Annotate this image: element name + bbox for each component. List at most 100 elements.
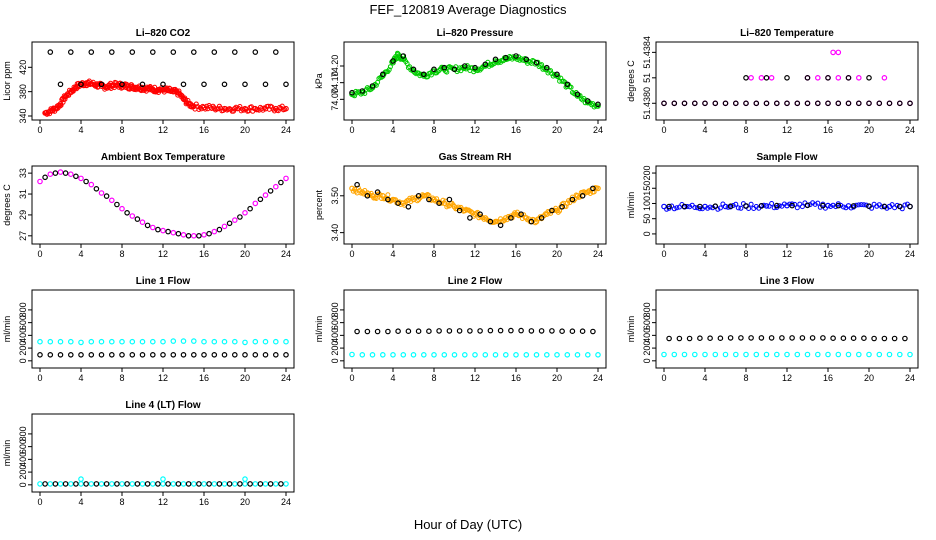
data-point bbox=[804, 351, 811, 358]
data-point bbox=[477, 328, 483, 334]
data-point bbox=[748, 201, 754, 207]
x-tick-label: 16 bbox=[823, 249, 833, 259]
y-tick-label: 0 bbox=[18, 358, 28, 363]
data-point bbox=[681, 203, 688, 210]
data-point bbox=[523, 351, 530, 358]
data-point bbox=[257, 481, 264, 487]
data-point bbox=[589, 186, 595, 192]
panel-6: Line 1 Flow ml/min 0 4 8 12 16 20 24 0 20040060080… bbox=[2, 276, 295, 383]
data-point bbox=[216, 226, 223, 233]
data-point bbox=[129, 338, 136, 345]
data-point bbox=[354, 328, 360, 335]
x-tick-label: 8 bbox=[119, 125, 124, 135]
x-tick-label: 0 bbox=[37, 373, 42, 383]
panel-4: Gas Stream RH percent 0 4 8 12 16 20 24 3.40 3.50 bbox=[314, 152, 607, 259]
data-point bbox=[590, 185, 596, 192]
y-tick-label: 400 bbox=[642, 328, 652, 343]
data-point bbox=[896, 100, 903, 107]
data-point bbox=[252, 351, 259, 358]
data-point bbox=[569, 196, 576, 203]
data-point bbox=[232, 49, 238, 55]
data-point bbox=[185, 233, 192, 239]
data-point bbox=[405, 204, 412, 210]
data-point bbox=[252, 49, 259, 55]
data-point bbox=[184, 100, 190, 106]
data-point bbox=[763, 203, 770, 209]
data-point bbox=[707, 204, 713, 210]
data-point bbox=[242, 81, 248, 88]
data-point bbox=[472, 351, 478, 358]
data-point bbox=[477, 211, 483, 218]
data-point bbox=[705, 205, 711, 211]
data-point bbox=[779, 335, 785, 341]
data-point bbox=[395, 200, 401, 207]
data-point bbox=[595, 351, 601, 358]
data-point bbox=[814, 75, 821, 81]
data-point bbox=[191, 233, 197, 239]
data-point bbox=[784, 351, 790, 358]
data-point bbox=[73, 173, 79, 180]
y-tick-label: 400 bbox=[18, 328, 28, 343]
y-tick-label: 3.40 bbox=[330, 224, 340, 242]
data-point bbox=[119, 351, 125, 358]
data-point bbox=[221, 338, 228, 345]
data-point bbox=[196, 481, 202, 487]
x-tick-label: 0 bbox=[349, 373, 354, 383]
x-tick-label: 20 bbox=[552, 125, 562, 135]
data-point bbox=[349, 89, 355, 96]
data-point bbox=[574, 351, 581, 358]
data-point bbox=[400, 351, 407, 358]
x-tick-label: 16 bbox=[823, 125, 833, 135]
data-point bbox=[691, 100, 698, 107]
data-point bbox=[242, 476, 248, 482]
data-point bbox=[763, 100, 770, 107]
data-point bbox=[444, 69, 450, 75]
data-point bbox=[482, 61, 489, 68]
data-point bbox=[850, 335, 857, 342]
x-tick-label: 20 bbox=[864, 373, 874, 383]
data-point bbox=[830, 49, 836, 56]
data-point bbox=[237, 104, 243, 109]
data-point bbox=[37, 481, 43, 487]
data-point bbox=[743, 203, 749, 209]
data-point bbox=[170, 338, 177, 344]
data-point bbox=[441, 64, 448, 71]
data-point bbox=[191, 49, 197, 55]
data-point bbox=[487, 218, 494, 225]
data-point bbox=[763, 351, 770, 358]
data-point bbox=[886, 100, 893, 107]
data-point bbox=[758, 75, 765, 81]
data-point bbox=[845, 351, 852, 358]
data-point bbox=[738, 335, 744, 341]
data-point bbox=[889, 202, 895, 208]
data-point bbox=[47, 338, 54, 345]
data-point bbox=[722, 351, 729, 358]
data-point bbox=[697, 206, 703, 212]
data-point bbox=[671, 351, 678, 358]
data-point bbox=[201, 481, 207, 487]
series-1 bbox=[666, 335, 908, 342]
series-1 bbox=[42, 170, 284, 239]
data-point bbox=[702, 100, 708, 107]
series-0 bbox=[37, 338, 289, 346]
data-point bbox=[564, 351, 571, 358]
data-point bbox=[57, 81, 64, 88]
x-tick-label: 4 bbox=[78, 497, 83, 507]
data-point bbox=[114, 201, 120, 208]
series-1 bbox=[354, 181, 596, 229]
data-point bbox=[221, 81, 228, 88]
data-point bbox=[434, 196, 440, 202]
data-point bbox=[508, 215, 514, 221]
data-point bbox=[727, 203, 734, 210]
data-point bbox=[221, 351, 228, 358]
data-point bbox=[242, 481, 248, 487]
data-point bbox=[129, 49, 136, 55]
x-tick-label: 4 bbox=[390, 249, 395, 259]
data-point bbox=[349, 351, 355, 358]
y-tick-label: 800 bbox=[18, 426, 28, 441]
data-point bbox=[211, 481, 218, 487]
data-point bbox=[211, 49, 218, 55]
data-point bbox=[139, 219, 146, 226]
y-tick-label: 74.20 bbox=[330, 55, 340, 78]
data-point bbox=[232, 481, 238, 487]
